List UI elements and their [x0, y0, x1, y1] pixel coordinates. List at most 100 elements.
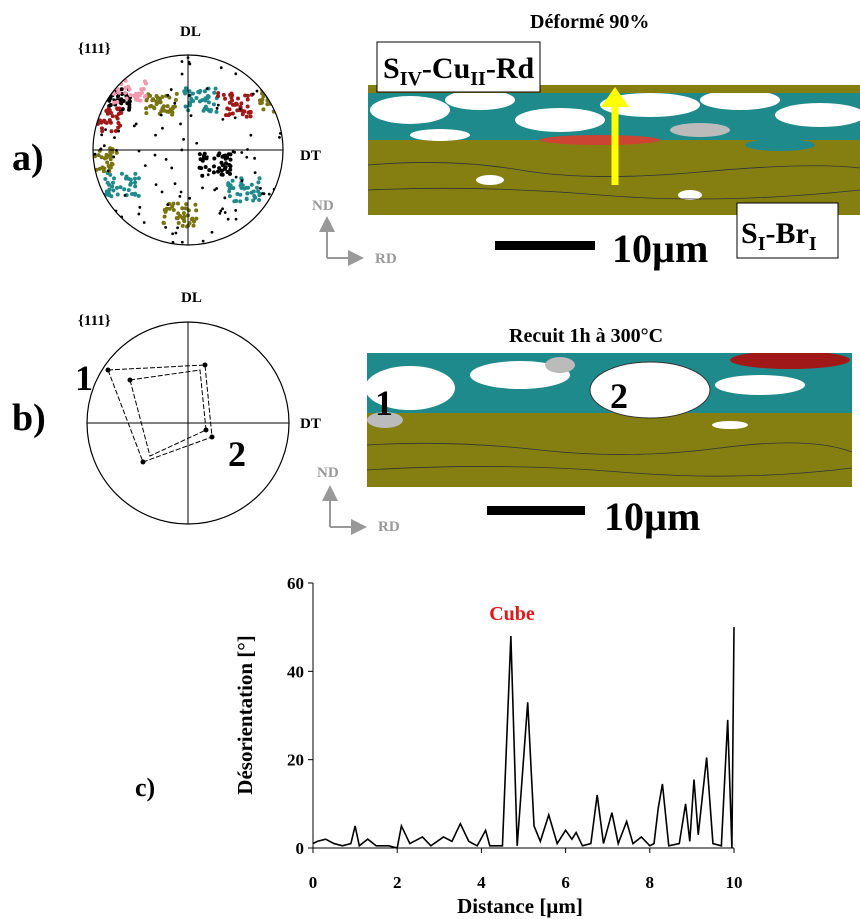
pole-dot: [253, 171, 257, 175]
pole-dot: [203, 164, 208, 169]
pole-dot: [175, 201, 180, 206]
pole-dot: [133, 184, 138, 189]
pole-dot: [105, 160, 110, 165]
text-part: I: [809, 233, 817, 255]
scale-bar: [487, 506, 585, 515]
pole-dot: [220, 154, 225, 159]
pole-dot: [89, 120, 93, 124]
pole-dot: [93, 167, 94, 172]
y-axis-label: Désorientation [°]: [233, 635, 257, 794]
pole-dot: [215, 169, 220, 174]
pole-dot: [161, 104, 166, 109]
pole-dot: [171, 104, 176, 109]
pole-dot: [164, 206, 169, 211]
text-part: -Br: [765, 217, 808, 250]
pole-dot: [203, 104, 208, 109]
pole-dot: [174, 216, 179, 221]
pole-dot: [100, 129, 105, 134]
pole-dot: [144, 106, 149, 111]
pole-dot: [133, 171, 138, 176]
pole-dot: [279, 106, 283, 111]
pole-dot: [238, 199, 243, 204]
pole-dot: [206, 173, 210, 177]
pole-dot: [193, 202, 198, 207]
pole-dot: [121, 225, 124, 229]
pole-dot: [277, 89, 282, 94]
pole-dot: [97, 92, 102, 97]
pole-dot: [115, 107, 120, 112]
pole-dot: [110, 114, 115, 119]
pole-dot: [93, 166, 94, 171]
pole-dot: [88, 115, 92, 119]
pole-dot: [171, 207, 176, 212]
pole-dot: [194, 216, 199, 221]
pole-dot: [105, 111, 110, 116]
pole-dot: [83, 163, 87, 167]
pole-family: {111}: [78, 313, 111, 329]
pole-dot: [170, 112, 175, 117]
pole-dot: [93, 192, 97, 196]
pole-dot: [103, 120, 108, 125]
pole-dot: [190, 91, 195, 96]
text-part: II: [470, 68, 486, 90]
pole-dot: [289, 97, 293, 101]
pole-dot: [116, 111, 121, 116]
pole-dot: [230, 102, 235, 107]
arrow-head: [601, 87, 629, 107]
pole-dot: [288, 110, 292, 114]
pole-dot: [93, 110, 94, 115]
pole-dot: [170, 204, 175, 209]
pole-dot: [101, 93, 106, 98]
pole-dot: [255, 89, 259, 93]
pole-dot: [173, 182, 177, 186]
text-part: S: [741, 217, 758, 250]
pole-dot: [174, 231, 178, 235]
pole-dot: [161, 126, 164, 130]
pole-dot: [234, 72, 238, 76]
pole-dot: [167, 206, 172, 211]
pole-dot: [178, 194, 182, 198]
pole-dot: [166, 93, 170, 97]
pole-dot: [216, 91, 221, 96]
pole-dot: [132, 176, 137, 181]
pole-dot: [223, 211, 227, 214]
pole-dot: [161, 220, 166, 225]
pole-dot: [216, 103, 220, 107]
pole-dot: [166, 203, 170, 207]
pole-dot: [152, 106, 157, 111]
x-tick-label: 2: [393, 873, 402, 892]
pole-dot: [221, 207, 224, 211]
pole-dot: [107, 98, 112, 103]
axis-up: ND: [317, 465, 339, 481]
pole-dot: [244, 196, 249, 201]
pole-dot: [234, 101, 239, 106]
pole-dot: [249, 133, 253, 137]
pole-dot: [162, 214, 167, 219]
pole-points: [105, 362, 215, 465]
pole-dot: [105, 91, 110, 96]
pole-dot: [115, 94, 120, 99]
x-tick-label: 6: [561, 873, 570, 892]
pole-dot: [93, 154, 98, 159]
pole-dot: [133, 191, 138, 196]
pole-dot: [164, 225, 168, 229]
pole-dot: [109, 161, 114, 166]
pole-dot: [227, 186, 232, 191]
pole-dot: [206, 100, 211, 105]
pole-dot: [104, 128, 107, 132]
pole-dot: [106, 213, 110, 217]
pole-dot: [228, 157, 233, 162]
label-box: [376, 41, 541, 93]
pole-dot: [239, 101, 244, 106]
pole-dot: [211, 102, 216, 107]
pole-dot: [129, 181, 134, 186]
pole-dot: [205, 107, 210, 112]
pole-dot: [220, 163, 225, 168]
pole-dot: [200, 158, 205, 163]
text-part: -Cu: [422, 52, 470, 85]
pole-dot: [164, 157, 168, 161]
pole-dot: [119, 87, 124, 92]
pole-dot: [180, 223, 185, 228]
pole-dot: [82, 150, 86, 154]
pole-dot: [256, 189, 261, 194]
